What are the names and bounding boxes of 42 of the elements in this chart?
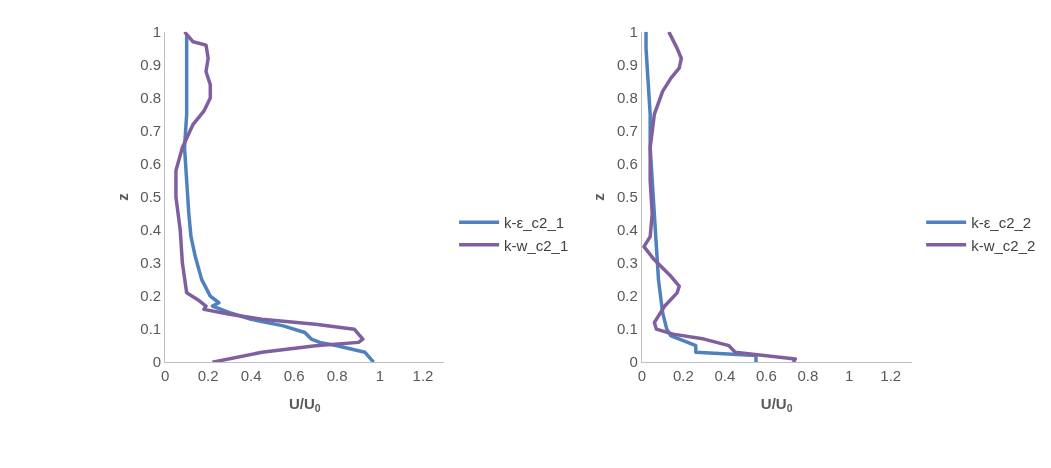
- legend-label: k-w_c2_2: [971, 236, 1036, 254]
- y-tick-label: 0: [152, 353, 162, 371]
- x-tick-label: 0.4: [240, 367, 262, 385]
- x-tick-label: 0.8: [797, 367, 819, 385]
- x-tick-label: 0.6: [283, 367, 305, 385]
- x-tick-label: 0.2: [672, 367, 694, 385]
- y-tick-label: 0.6: [140, 155, 162, 173]
- y-tick-label: 0.3: [140, 254, 162, 272]
- y-tick-label: 1: [152, 23, 162, 41]
- legend-label: k-ε_c2_2: [971, 214, 1032, 232]
- y-tick-label: 0.8: [140, 89, 162, 107]
- legend-label: k-w_c2_1: [504, 236, 569, 254]
- y-tick-label: 0.7: [140, 122, 162, 140]
- y-tick-label: 0.3: [617, 254, 638, 272]
- y-tick-label: 0.2: [140, 287, 162, 305]
- y-tick-label: 1: [629, 23, 638, 41]
- y-tick-label: 0.1: [617, 320, 638, 338]
- y-tick-label: 0.1: [140, 320, 162, 338]
- x-axis-title: U/U$_{0}$: [760, 395, 793, 415]
- x-tick-label: 0.4: [714, 367, 736, 385]
- y-tick-label: 0.4: [617, 221, 638, 239]
- x-tick-label: 1: [375, 367, 385, 385]
- y-tick-label: 0.2: [617, 287, 638, 305]
- x-tick-label: 0.8: [326, 367, 348, 385]
- x-tick-label: 1: [845, 367, 854, 385]
- y-tick-label: 0.8: [617, 89, 638, 107]
- y-tick-label: 0: [629, 353, 638, 371]
- y-tick-label: 0.7: [617, 122, 638, 140]
- x-axis-title: U/U$_{0}$: [288, 395, 321, 415]
- x-tick-label: 1.2: [880, 367, 902, 385]
- y-tick-label: 0.9: [617, 56, 638, 74]
- y-axis-title: z: [113, 193, 131, 201]
- y-tick-label: 0.4: [140, 221, 162, 239]
- x-tick-label: 1.2: [412, 367, 434, 385]
- y-tick-label: 0.5: [140, 188, 162, 206]
- x-tick-label: 0.6: [755, 367, 777, 385]
- x-tick-label: 0.2: [197, 367, 219, 385]
- y-tick-label: 0.6: [617, 155, 638, 173]
- legend-label: k-ε_c2_1: [504, 214, 565, 232]
- y-axis-title: z: [590, 193, 608, 201]
- y-tick-label: 0.5: [617, 188, 638, 206]
- y-tick-label: 0.9: [140, 56, 162, 74]
